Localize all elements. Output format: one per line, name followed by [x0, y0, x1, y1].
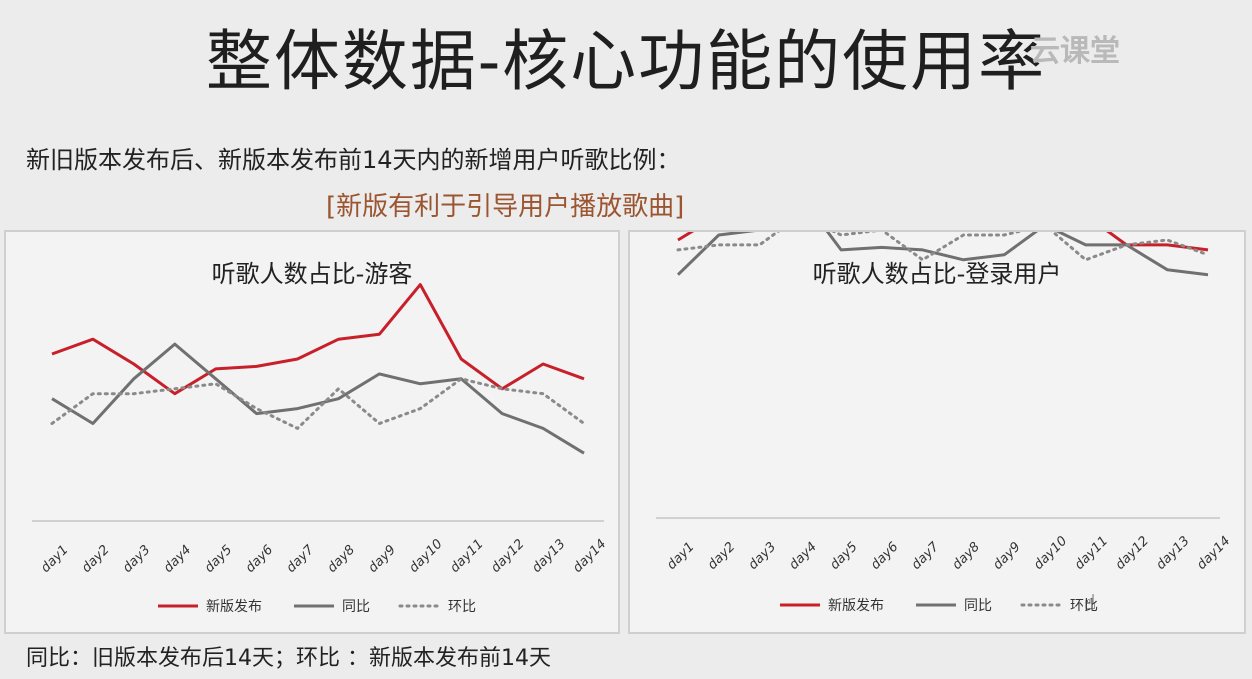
series-line: [676, 232, 1209, 277]
series-line: [51, 283, 585, 396]
chart-title-logged-in: 听歌人数占比-登录用户: [812, 260, 1062, 288]
footnote: 同比：旧版本发布后14天；环比 ：新版本发布前14天: [26, 646, 551, 671]
x-tick-label: day3: [746, 539, 779, 572]
series-line: [50, 377, 586, 430]
watermark-logo: 云课堂: [1030, 34, 1120, 69]
x-tick-label: day11: [1072, 534, 1111, 573]
x-tick-label: day1: [38, 542, 71, 575]
x-tick-label: day11: [447, 537, 486, 576]
x-tick-label: day9: [366, 542, 399, 575]
series-line: [676, 232, 1210, 262]
x-tick-label: day12: [488, 537, 527, 576]
x-tick-label: day9: [990, 539, 1023, 572]
x-tick-label: day7: [909, 539, 943, 573]
legend-label: 环比: [448, 599, 476, 615]
legend-label: 同比: [342, 599, 370, 615]
chart-guest: day1 day2 day3 day4 day5 day6 day7 day8 day9 day1…: [32, 283, 609, 615]
x-tick-label: day6: [868, 539, 901, 572]
slide-subtitle: 新旧版本发布后、新版本发布前14天内的新增用户听歌比例：: [26, 146, 681, 174]
x-tick-label: day6: [243, 542, 276, 575]
x-tick-label: day5: [202, 542, 235, 575]
mouse-cursor-icon: ☝: [1084, 590, 1097, 614]
x-tick-label: day10: [407, 537, 446, 576]
x-tick-label: day12: [1113, 534, 1152, 573]
x-tick-label: day4: [787, 539, 820, 572]
x-tick-label: day5: [827, 539, 860, 572]
x-tick-label: day13: [1153, 534, 1192, 573]
x-tick-label: day1: [664, 539, 697, 572]
slide-title: 整体数据-核心功能的使用率: [205, 23, 1047, 100]
x-tick-label: day2: [79, 542, 112, 575]
legend-label: 同比: [964, 598, 992, 614]
x-tick-label: day3: [120, 542, 153, 575]
chart-title-guest: 听歌人数占比-游客: [211, 260, 413, 288]
x-tick-label: day8: [950, 539, 983, 572]
series-line: [677, 232, 1209, 252]
chart-panel-logged-in: 听歌人数占比-登录用户 day1 day2 day3 day4 day5 day6 day7…: [628, 230, 1246, 634]
x-tick-label: day7: [284, 542, 318, 576]
x-tick-label: day8: [325, 542, 358, 575]
legend-label: 环比: [1070, 598, 1098, 614]
x-tick-label: day13: [529, 537, 568, 576]
series-line: [51, 342, 585, 455]
chart-panel-guest: 听歌人数占比-游客 day1 day2 day3 day4 day5 day6 day7 da…: [4, 230, 620, 634]
chart-logged-in: day1 day2 day3 day4 day5 day6 day7 day8 day9 day1…: [656, 232, 1233, 614]
x-tick-label: day14: [570, 537, 609, 576]
x-tick-label: day4: [161, 542, 194, 575]
legend-label: 新版发布: [828, 598, 884, 614]
x-tick-label: day2: [705, 539, 738, 572]
legend-label: 新版发布: [206, 599, 262, 615]
x-tick-label: day10: [1031, 534, 1070, 573]
conclusion-highlight: [新版有利于引导用户播放歌曲]: [326, 192, 685, 222]
x-tick-label: day14: [1194, 534, 1233, 573]
